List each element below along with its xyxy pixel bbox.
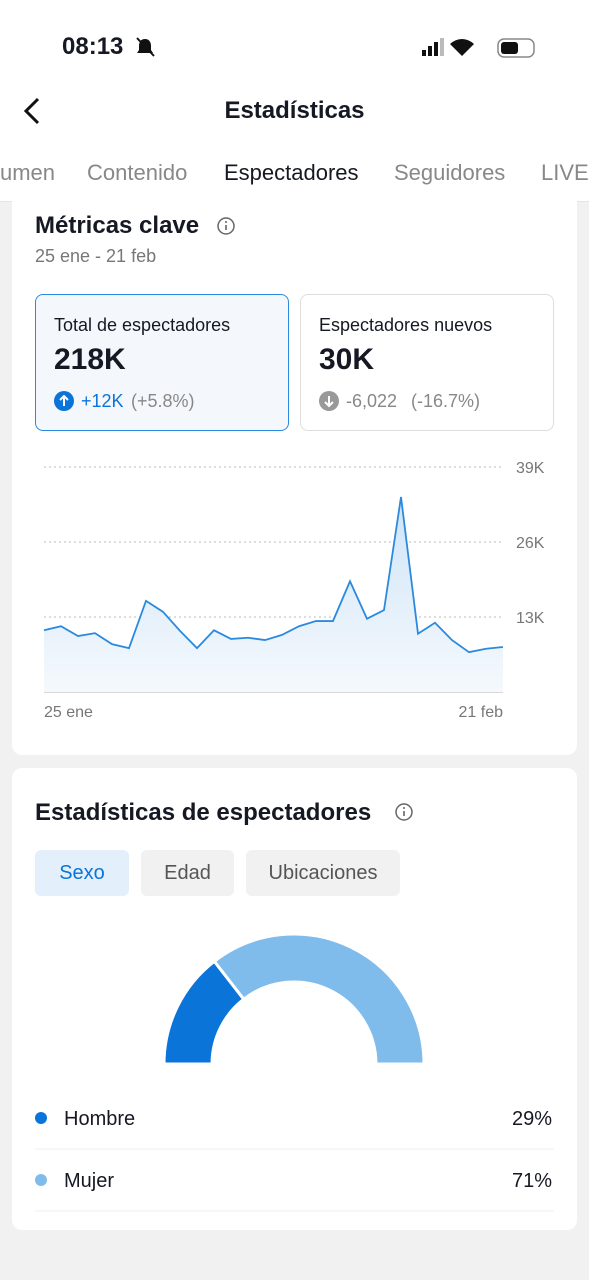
legend-dot xyxy=(35,1174,47,1186)
metric-label: Espectadores nuevos xyxy=(319,315,493,335)
x-tick-label: 25 ene xyxy=(44,704,93,721)
date-range: 25 ene - 21 feb xyxy=(35,246,157,266)
legend-label: Mujer xyxy=(64,1170,114,1192)
section-title: Métricas clave xyxy=(35,212,200,239)
value-label: 71% xyxy=(512,1170,552,1192)
metric-pct: (-16.7%) xyxy=(411,391,481,411)
legend-label: Hombre xyxy=(64,1108,135,1130)
chip[interactable]: Sexo xyxy=(35,850,129,896)
status-time: 08:13 xyxy=(62,33,124,60)
tab[interactable]: Contenido xyxy=(87,160,188,185)
metric-change: +12K xyxy=(81,391,124,411)
tab[interactable]: umen xyxy=(0,160,56,185)
donut-chart: Hombre 29% Mujer 71% xyxy=(35,932,554,1212)
metric-card[interactable]: Total de espectadores 218K +12K (+5.8%) xyxy=(35,294,289,431)
mute-icon xyxy=(136,37,155,57)
value-label: 29% xyxy=(512,1108,552,1130)
y-tick-label: 13K xyxy=(516,610,545,627)
chip[interactable]: Ubicaciones xyxy=(246,850,400,896)
metric-change: -6,022 xyxy=(346,391,398,411)
page-title: Estadísticas xyxy=(224,97,365,124)
area-fill xyxy=(44,497,503,692)
info-icon[interactable] xyxy=(216,216,236,236)
info-icon[interactable] xyxy=(394,802,414,822)
x-tick-label: 21 feb xyxy=(459,704,504,721)
chip[interactable]: Edad xyxy=(141,850,234,896)
tab[interactable]: Seguidores xyxy=(394,160,506,185)
y-tick-label: 39K xyxy=(516,460,545,477)
metric-label: Total de espectadores xyxy=(54,315,231,335)
back-button[interactable] xyxy=(20,96,44,126)
down-icon xyxy=(319,391,339,411)
y-tick-label: 26K xyxy=(516,535,545,552)
status-icons xyxy=(422,38,535,58)
donut-segment xyxy=(212,932,426,1066)
tab[interactable]: LIVE xyxy=(541,160,589,185)
line-chart: 13K 26K 39K 25 ene 21 feb xyxy=(43,460,545,721)
up-icon xyxy=(54,391,74,411)
legend-dot xyxy=(35,1112,47,1124)
metric-card[interactable]: Espectadores nuevos 30K -6,022 (-16.7%) xyxy=(300,294,554,431)
metric-pct: (+5.8%) xyxy=(131,391,195,411)
metric-value: 30K xyxy=(319,343,375,376)
line xyxy=(43,496,504,654)
section-title: Estadísticas de espectadores xyxy=(35,799,372,826)
top-bar xyxy=(0,0,589,202)
tab[interactable]: Espectadores xyxy=(224,160,359,185)
metric-value: 218K xyxy=(54,343,126,376)
viewers-card xyxy=(12,768,577,1230)
